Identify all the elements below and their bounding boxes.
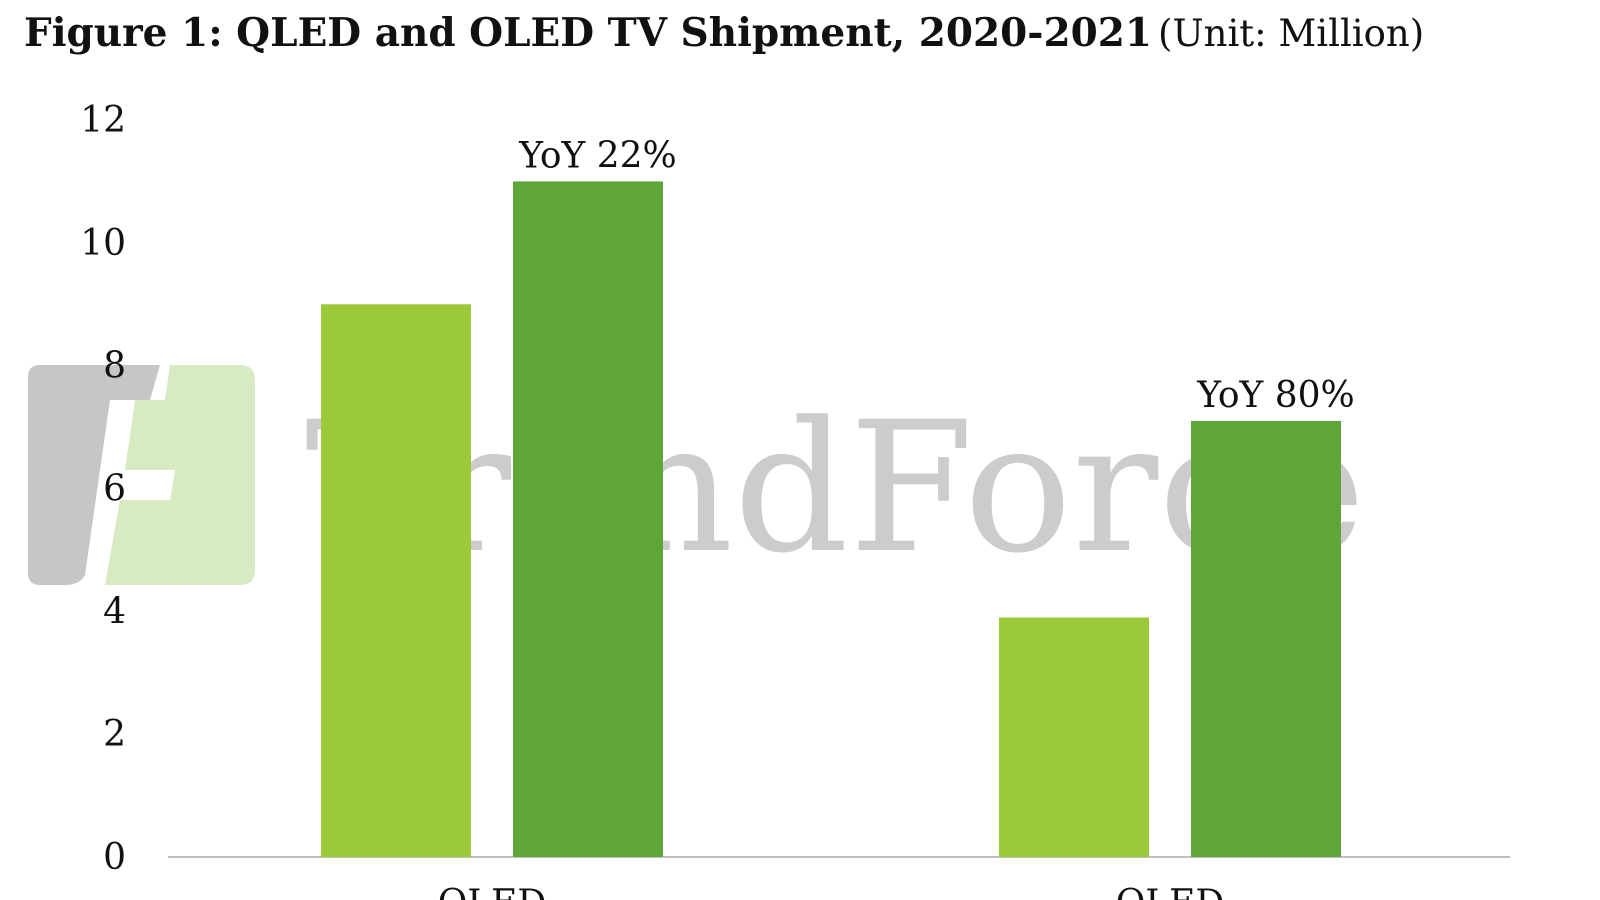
y-axis-ticks: 0 2 4 6 8 10 12 (80, 100, 126, 878)
bar-oled-series-1 (999, 617, 1149, 857)
y-tick-label: 12 (80, 100, 126, 141)
bar-oled-series-2 (1191, 420, 1341, 857)
watermark-text: TrendForce (305, 384, 1366, 593)
y-tick-label: 10 (80, 223, 126, 264)
chart-title: Figure 1: QLED and OLED TV Shipment, 202… (24, 10, 1424, 56)
y-tick-label: 6 (103, 469, 126, 510)
y-tick-label: 4 (103, 591, 126, 632)
bar-annotations: YoY 22% YoY 80% (518, 135, 1355, 416)
bar-qled-series-2 (513, 181, 663, 857)
bar-qled-series-1 (321, 304, 471, 857)
watermark-logo-gray-shape (28, 365, 160, 585)
yoy-annotation: YoY 22% (518, 135, 677, 176)
y-tick-label: 2 (103, 714, 126, 755)
watermark-logo (28, 365, 255, 585)
bar-series (321, 181, 1341, 857)
yoy-annotation: YoY 80% (1196, 375, 1355, 416)
chart-title-unit: (Unit: Million) (1158, 12, 1425, 55)
chart-title-main: Figure 1: QLED and OLED TV Shipment, 202… (24, 10, 1153, 56)
x-tick-label: QLED (438, 883, 547, 900)
x-axis-ticks: QLED OLED (438, 883, 1225, 900)
x-tick-label: OLED (1116, 883, 1225, 900)
watermark-logo-green-shape (105, 365, 255, 585)
y-tick-label: 0 (103, 837, 126, 878)
y-tick-label: 8 (103, 346, 126, 387)
